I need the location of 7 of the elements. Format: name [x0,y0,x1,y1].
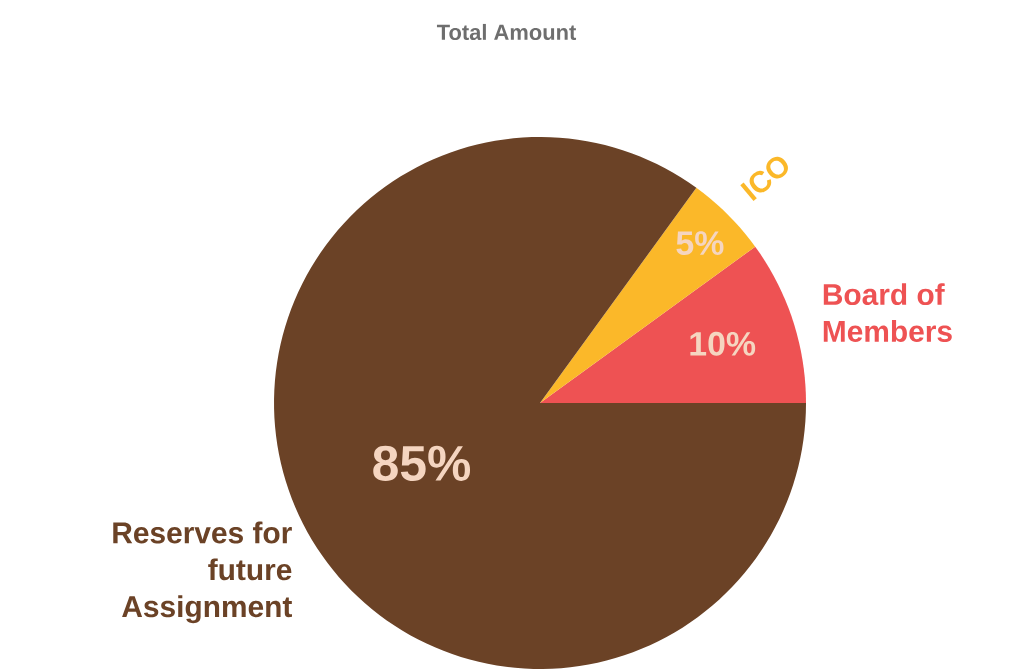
data-label: 10% [690,331,756,356]
slice-label: ICO [740,156,788,201]
slice-label: Board of Members [823,283,952,342]
slice-label: Reserves for future Assignment [113,521,292,624]
data-label: 5% [676,231,724,256]
data-label: 85% [373,445,471,481]
chart-title: Total Amount [436,23,577,41]
